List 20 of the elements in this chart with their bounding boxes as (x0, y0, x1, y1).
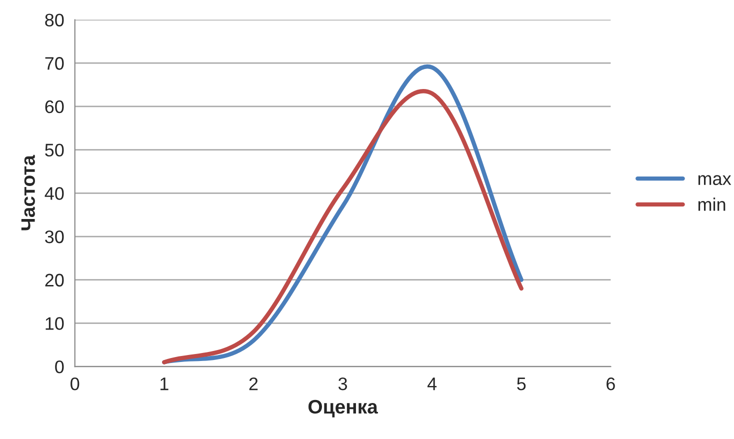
x-tick-label: 5 (517, 378, 526, 390)
y-tick-label: 30 (45, 230, 64, 244)
x-tick-label: 1 (160, 378, 168, 390)
x-tick-label: 3 (338, 377, 348, 390)
y-tick-label: 60 (45, 100, 64, 114)
y-tick-label: 20 (45, 274, 64, 287)
y-tick-label: 70 (45, 57, 64, 70)
legend-label: min (698, 198, 726, 211)
y-tick-label: 10 (46, 317, 64, 330)
x-tick-label: 6 (606, 377, 615, 390)
x-axis-title: Оценка (308, 400, 378, 418)
x-tick-label: 0 (70, 377, 80, 390)
y-tick-label: 40 (44, 187, 64, 200)
legend-label: max (698, 175, 732, 186)
x-tick-label: 2 (249, 377, 258, 390)
y-tick-label: 80 (45, 14, 64, 26)
y-tick-label: 0 (55, 360, 64, 374)
x-tick-label: 4 (427, 378, 437, 390)
y-tick-label: 50 (45, 144, 64, 157)
y-axis-title: Частота (21, 154, 35, 230)
